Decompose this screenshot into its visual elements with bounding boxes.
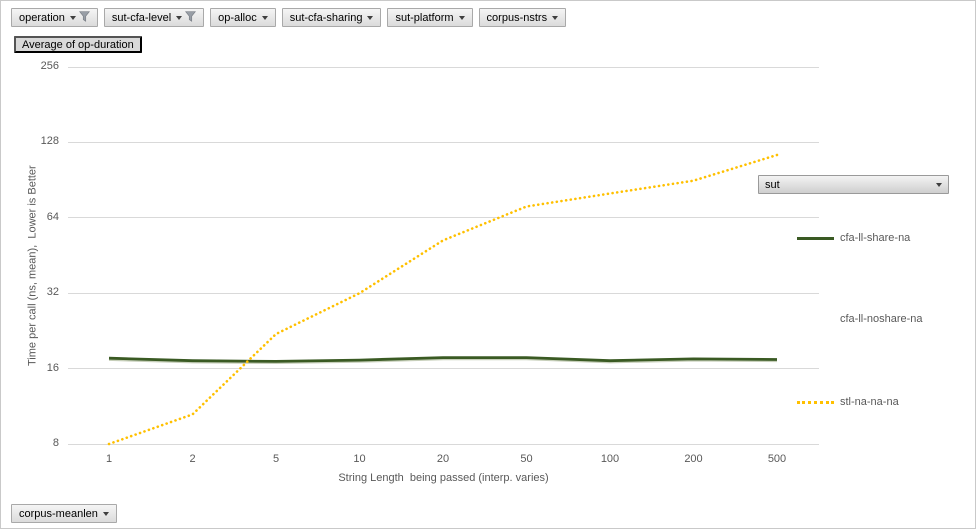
legend-label: cfa-ll-share-na (840, 232, 911, 244)
y-axis-tick-label: 8 (52, 437, 59, 449)
x-axis-tick-label: 50 (520, 453, 533, 465)
filter-icon (185, 10, 197, 25)
chevron-down-icon (261, 15, 268, 20)
legend-label: stl-na-na-na (840, 396, 899, 408)
x-axis-tick-label: 10 (353, 453, 366, 465)
legend-field-button-sut[interactable]: sut (758, 175, 949, 194)
filter-button-corpus-meanlen[interactable]: corpus-meanlen (11, 504, 117, 523)
filter-button-sut-cfa-level[interactable]: sut-cfa-level (103, 8, 205, 27)
chevron-down-icon (69, 15, 76, 20)
y-axis-title: Time per call (ns, mean), Lower is Bette… (26, 165, 39, 367)
chevron-down-icon (176, 15, 183, 20)
y-gridline (68, 66, 819, 68)
legend-field-label: sut (765, 178, 780, 191)
filter-button-sut-cfa-sharing[interactable]: sut-cfa-sharing (281, 8, 382, 27)
y-gridline (68, 292, 819, 294)
filter-button-op-alloc[interactable]: op-alloc (210, 8, 276, 27)
filter-button-label: sut-cfa-level (111, 11, 172, 24)
filter-button-corpus-nstrs[interactable]: corpus-nstrs (478, 8, 567, 27)
legend-label: cfa-ll-noshare-na (840, 313, 923, 325)
x-axis-title: String Length being passed (interp. vari… (338, 472, 549, 484)
legend-swatch-dotted-yellow (797, 400, 834, 404)
filter-button-label: sut-platform (395, 11, 454, 24)
filter-button-label: corpus-nstrs (486, 11, 548, 24)
legend-item-cfa-ll-share-na: cfa-ll-share-na (797, 232, 910, 244)
chevron-down-icon (552, 15, 559, 20)
filter-button-operation[interactable]: operation (11, 8, 98, 27)
y-gridline (68, 141, 819, 143)
x-axis-tick-label: 1 (105, 453, 113, 465)
y-gridline (68, 217, 819, 219)
y-gridline (68, 443, 819, 445)
filter-button-row: operation sut-cfa-level op-alloc sut-cfa… (11, 8, 567, 27)
x-axis-tick-label: 5 (272, 453, 280, 465)
values-field-button[interactable]: Average of op-duration (14, 36, 142, 53)
y-gridline (68, 368, 819, 370)
series-line-cfa-ll-share-na (108, 356, 778, 363)
chevron-down-icon (367, 15, 374, 20)
filter-button-label: operation (19, 11, 65, 24)
x-axis-tick-label: 20 (436, 453, 450, 465)
x-axis-tick-label: 200 (684, 453, 703, 465)
x-axis-tick-label: 100 (600, 453, 620, 465)
filter-button-label: sut-cfa-sharing (289, 11, 363, 24)
x-axis-tick-label: 500 (767, 453, 787, 465)
chevron-down-icon (936, 182, 942, 187)
x-axis-tick-label: 2 (189, 453, 196, 465)
filter-icon (78, 10, 90, 25)
filter-button-label: corpus-meanlen (19, 507, 98, 520)
legend-item-cfa-ll-noshare-na: cfa-ll-noshare-na (797, 313, 923, 325)
legend-item-stl-na-na-na: stl-na-na-na (797, 396, 899, 408)
y-axis-tick-label: 256 (40, 60, 59, 72)
chevron-down-icon (102, 511, 109, 516)
filter-button-sut-platform[interactable]: sut-platform (387, 8, 473, 27)
filter-button-label: op-alloc (218, 11, 257, 24)
series-line-stl-na-na-na (107, 153, 779, 446)
series-line-cfa-ll-noshare-na (108, 357, 778, 365)
chevron-down-icon (458, 15, 465, 20)
legend-swatch-solid-green (797, 236, 834, 240)
